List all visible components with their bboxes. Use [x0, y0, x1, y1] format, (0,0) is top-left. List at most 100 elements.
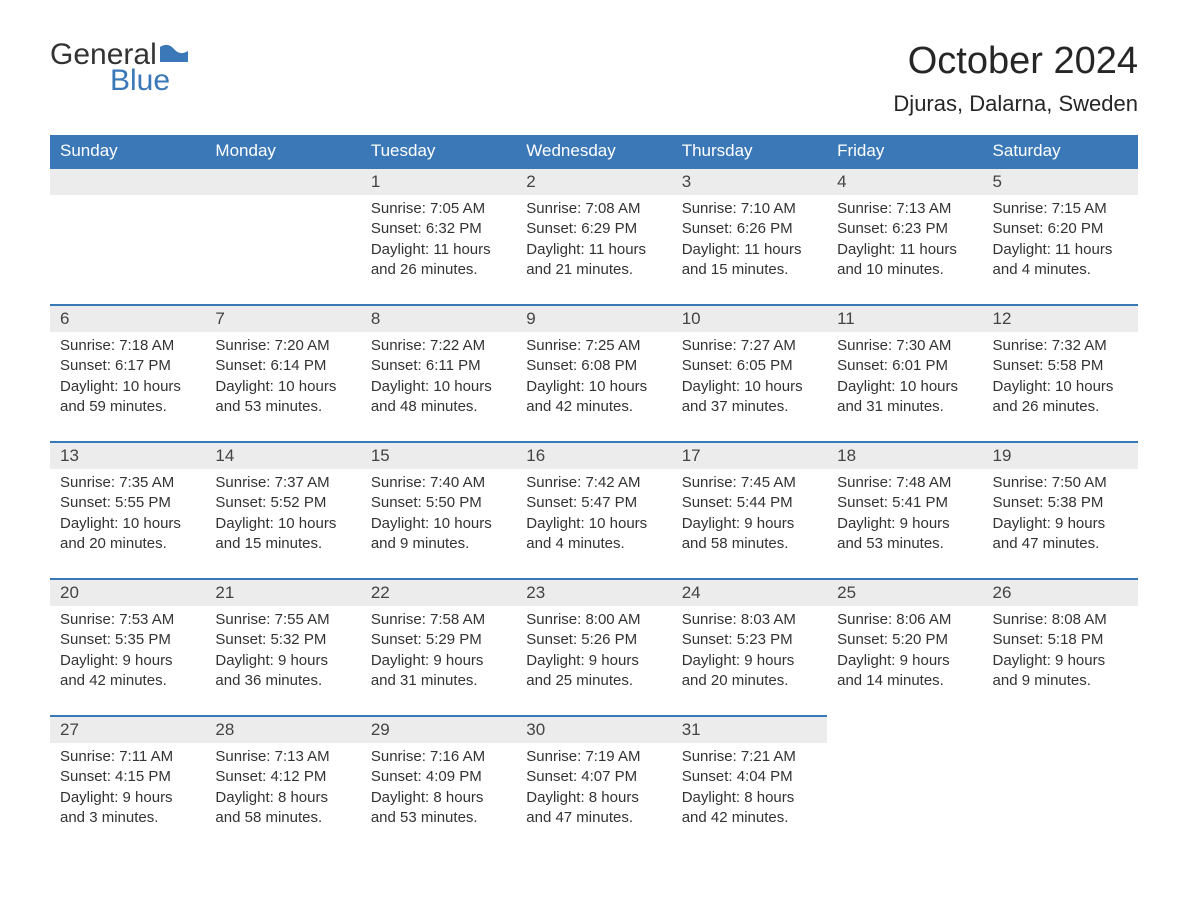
- daylight-text: Daylight: 9 hours: [215, 651, 350, 671]
- sunset-text: Sunset: 5:58 PM: [993, 356, 1128, 376]
- day-number-cell: 17: [672, 442, 827, 469]
- day-number-cell: [983, 716, 1138, 743]
- sunrise-text: Sunrise: 8:03 AM: [682, 610, 817, 630]
- sunrise-text: Sunrise: 7:10 AM: [682, 199, 817, 219]
- sunrise-text: Sunrise: 7:37 AM: [215, 473, 350, 493]
- daylight-text: and 37 minutes.: [682, 397, 817, 417]
- day-content-cell: Sunrise: 7:45 AMSunset: 5:44 PMDaylight:…: [672, 469, 827, 579]
- sunset-text: Sunset: 5:47 PM: [526, 493, 661, 513]
- sunset-text: Sunset: 5:20 PM: [837, 630, 972, 650]
- daylight-text: Daylight: 11 hours: [682, 240, 817, 260]
- day-content-cell: Sunrise: 7:13 AMSunset: 6:23 PMDaylight:…: [827, 195, 982, 305]
- daylight-text: and 31 minutes.: [371, 671, 506, 691]
- day-content-cell: [827, 743, 982, 853]
- day-content-cell: [50, 195, 205, 305]
- day-number-row: 13141516171819: [50, 442, 1138, 469]
- day-content-cell: [205, 195, 360, 305]
- day-number-cell: 26: [983, 579, 1138, 606]
- daylight-text: and 4 minutes.: [993, 260, 1128, 280]
- title-block: October 2024 Djuras, Dalarna, Sweden: [893, 40, 1138, 117]
- day-number-cell: 25: [827, 579, 982, 606]
- sunset-text: Sunset: 4:15 PM: [60, 767, 195, 787]
- sunset-text: Sunset: 6:01 PM: [837, 356, 972, 376]
- daylight-text: Daylight: 9 hours: [837, 514, 972, 534]
- sunrise-text: Sunrise: 7:16 AM: [371, 747, 506, 767]
- day-content-cell: Sunrise: 7:13 AMSunset: 4:12 PMDaylight:…: [205, 743, 360, 853]
- daylight-text: Daylight: 8 hours: [682, 788, 817, 808]
- daylight-text: and 42 minutes.: [60, 671, 195, 691]
- day-number-cell: 18: [827, 442, 982, 469]
- day-content-cell: Sunrise: 7:15 AMSunset: 6:20 PMDaylight:…: [983, 195, 1138, 305]
- daylight-text: and 26 minutes.: [993, 397, 1128, 417]
- daylight-text: Daylight: 10 hours: [993, 377, 1128, 397]
- daylight-text: and 59 minutes.: [60, 397, 195, 417]
- sunrise-text: Sunrise: 7:45 AM: [682, 473, 817, 493]
- daylight-text: and 10 minutes.: [837, 260, 972, 280]
- daylight-text: Daylight: 10 hours: [215, 377, 350, 397]
- day-number-cell: 31: [672, 716, 827, 743]
- daylight-text: Daylight: 9 hours: [371, 651, 506, 671]
- day-content-cell: Sunrise: 7:42 AMSunset: 5:47 PMDaylight:…: [516, 469, 671, 579]
- day-content-cell: Sunrise: 8:06 AMSunset: 5:20 PMDaylight:…: [827, 606, 982, 716]
- day-content-row: Sunrise: 7:53 AMSunset: 5:35 PMDaylight:…: [50, 606, 1138, 716]
- sunset-text: Sunset: 6:20 PM: [993, 219, 1128, 239]
- daylight-text: and 26 minutes.: [371, 260, 506, 280]
- daylight-text: Daylight: 10 hours: [60, 377, 195, 397]
- daylight-text: and 15 minutes.: [682, 260, 817, 280]
- sunrise-text: Sunrise: 7:18 AM: [60, 336, 195, 356]
- day-number-cell: 10: [672, 305, 827, 332]
- weekday-header: Tuesday: [361, 135, 516, 168]
- daylight-text: and 36 minutes.: [215, 671, 350, 691]
- sunset-text: Sunset: 4:09 PM: [371, 767, 506, 787]
- sunset-text: Sunset: 6:08 PM: [526, 356, 661, 376]
- day-content-cell: Sunrise: 7:40 AMSunset: 5:50 PMDaylight:…: [361, 469, 516, 579]
- daylight-text: and 4 minutes.: [526, 534, 661, 554]
- day-content-cell: Sunrise: 7:18 AMSunset: 6:17 PMDaylight:…: [50, 332, 205, 442]
- sunset-text: Sunset: 6:05 PM: [682, 356, 817, 376]
- day-content-cell: Sunrise: 7:16 AMSunset: 4:09 PMDaylight:…: [361, 743, 516, 853]
- day-number-cell: [205, 168, 360, 195]
- daylight-text: and 53 minutes.: [215, 397, 350, 417]
- day-content-row: Sunrise: 7:05 AMSunset: 6:32 PMDaylight:…: [50, 195, 1138, 305]
- daylight-text: and 58 minutes.: [215, 808, 350, 828]
- day-number-row: 12345: [50, 168, 1138, 195]
- sunrise-text: Sunrise: 7:48 AM: [837, 473, 972, 493]
- day-number-row: 6789101112: [50, 305, 1138, 332]
- day-number-cell: 11: [827, 305, 982, 332]
- daylight-text: Daylight: 11 hours: [371, 240, 506, 260]
- daylight-text: and 9 minutes.: [993, 671, 1128, 691]
- day-content-cell: Sunrise: 7:05 AMSunset: 6:32 PMDaylight:…: [361, 195, 516, 305]
- day-content-cell: Sunrise: 7:25 AMSunset: 6:08 PMDaylight:…: [516, 332, 671, 442]
- sunset-text: Sunset: 5:29 PM: [371, 630, 506, 650]
- daylight-text: and 42 minutes.: [526, 397, 661, 417]
- sunset-text: Sunset: 4:12 PM: [215, 767, 350, 787]
- day-content-cell: Sunrise: 7:53 AMSunset: 5:35 PMDaylight:…: [50, 606, 205, 716]
- day-content-cell: Sunrise: 7:11 AMSunset: 4:15 PMDaylight:…: [50, 743, 205, 853]
- weekday-header-row: SundayMondayTuesdayWednesdayThursdayFrid…: [50, 135, 1138, 168]
- daylight-text: Daylight: 11 hours: [993, 240, 1128, 260]
- day-number-cell: 2: [516, 168, 671, 195]
- day-number-cell: 4: [827, 168, 982, 195]
- sunrise-text: Sunrise: 7:53 AM: [60, 610, 195, 630]
- day-number-cell: 6: [50, 305, 205, 332]
- sunset-text: Sunset: 5:41 PM: [837, 493, 972, 513]
- day-number-cell: 22: [361, 579, 516, 606]
- day-number-cell: 7: [205, 305, 360, 332]
- day-number-cell: 3: [672, 168, 827, 195]
- day-content-cell: Sunrise: 7:35 AMSunset: 5:55 PMDaylight:…: [50, 469, 205, 579]
- logo-text-blue: Blue: [110, 66, 188, 96]
- sunset-text: Sunset: 6:11 PM: [371, 356, 506, 376]
- day-number-cell: 27: [50, 716, 205, 743]
- weekday-header: Wednesday: [516, 135, 671, 168]
- sunrise-text: Sunrise: 7:55 AM: [215, 610, 350, 630]
- day-content-cell: Sunrise: 8:00 AMSunset: 5:26 PMDaylight:…: [516, 606, 671, 716]
- sunset-text: Sunset: 4:07 PM: [526, 767, 661, 787]
- daylight-text: Daylight: 9 hours: [60, 788, 195, 808]
- day-number-row: 20212223242526: [50, 579, 1138, 606]
- daylight-text: Daylight: 9 hours: [993, 514, 1128, 534]
- daylight-text: Daylight: 11 hours: [837, 240, 972, 260]
- daylight-text: and 47 minutes.: [993, 534, 1128, 554]
- sunrise-text: Sunrise: 7:13 AM: [215, 747, 350, 767]
- day-number-cell: [50, 168, 205, 195]
- daylight-text: Daylight: 9 hours: [526, 651, 661, 671]
